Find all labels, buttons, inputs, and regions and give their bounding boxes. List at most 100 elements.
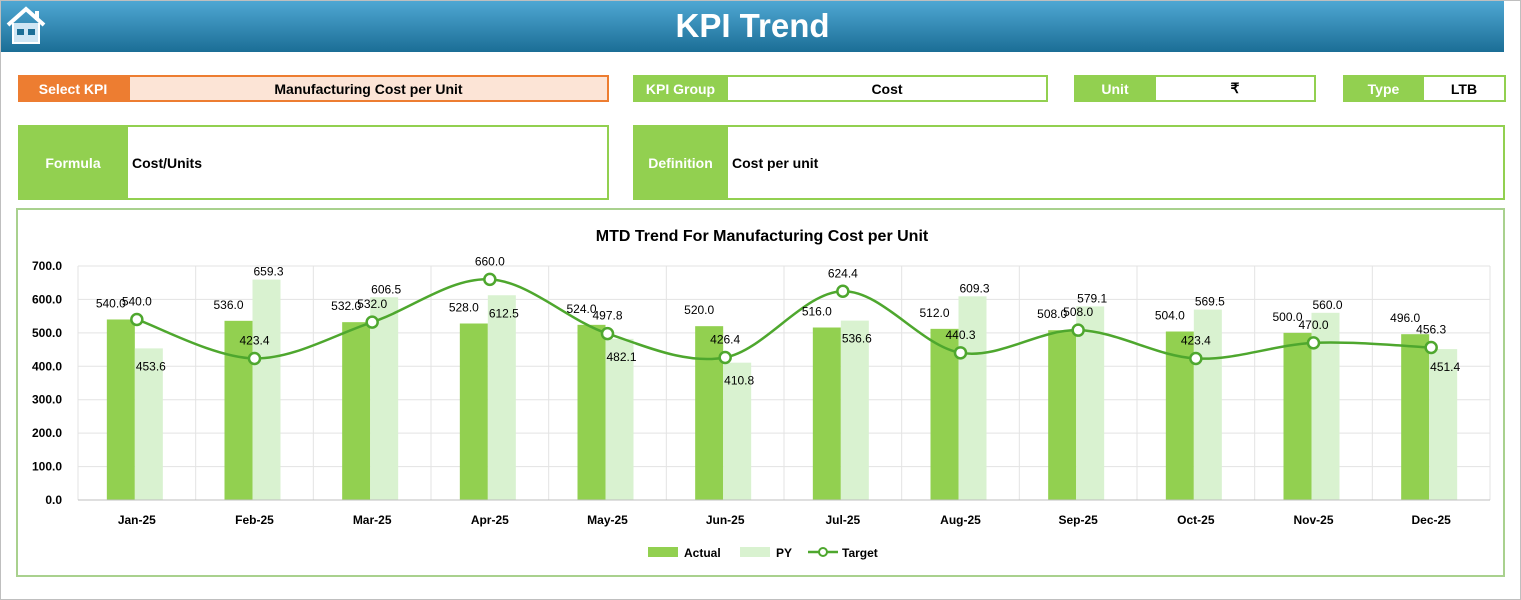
bar-py (840, 320, 869, 500)
page-title: KPI Trend (675, 7, 830, 44)
type-value: LTB (1422, 75, 1506, 102)
data-label-target: 532.0 (357, 297, 387, 311)
data-label-actual: 520.0 (684, 303, 714, 317)
target-marker (130, 312, 144, 327)
bar-actual (106, 319, 135, 500)
target-marker (365, 315, 379, 329)
data-label-actual: 532.0 (331, 299, 361, 313)
chart-title: MTD Trend For Manufacturing Cost per Uni… (596, 228, 929, 245)
data-label-target: 426.4 (710, 332, 740, 346)
bar-py (723, 362, 752, 500)
legend-marker-target (818, 547, 828, 557)
legend-label-py: PY (776, 546, 792, 560)
data-label-actual: 512.0 (919, 306, 949, 320)
bar-py (487, 295, 516, 500)
data-label-target: 660.0 (475, 254, 505, 268)
data-label-target: 456.3 (1416, 322, 1446, 336)
bar-py (370, 297, 399, 500)
definition-label: Definition (633, 125, 728, 200)
x-tick-label: Jul-25 (825, 513, 860, 527)
data-label-target: 540.0 (122, 294, 152, 308)
data-label-target: 624.4 (828, 266, 858, 280)
x-tick-label: Mar-25 (353, 513, 392, 527)
data-label-py: 453.6 (136, 359, 166, 373)
target-marker (718, 350, 732, 365)
data-label-actual: 504.0 (1155, 309, 1185, 323)
bar-actual (1165, 331, 1194, 500)
data-label-py: 569.5 (1195, 295, 1225, 309)
data-label-target: 497.8 (592, 309, 622, 323)
data-label-actual: 528.0 (449, 300, 479, 314)
data-label-py: 451.4 (1430, 360, 1460, 374)
bar-actual (1048, 330, 1077, 500)
kpi-group-value: Cost (726, 75, 1048, 102)
y-tick-label: 600.0 (32, 292, 62, 306)
bar-py (1193, 309, 1222, 500)
bar-py (134, 348, 163, 500)
data-label-py: 579.1 (1077, 291, 1107, 305)
bar-actual (1283, 332, 1312, 500)
x-tick-label: Apr-25 (471, 513, 509, 527)
home-icon[interactable] (5, 5, 47, 45)
formula-label: Formula (18, 125, 128, 200)
data-label-target: 423.4 (239, 333, 269, 347)
bar-actual (459, 323, 488, 500)
data-label-actual: 496.0 (1390, 311, 1420, 325)
data-label-actual: 540.0 (96, 296, 126, 310)
select-kpi-dropdown[interactable]: Manufacturing Cost per Unit (128, 75, 609, 102)
data-label-py: 536.6 (842, 332, 872, 346)
bar-actual (812, 327, 841, 500)
target-marker (1189, 351, 1203, 366)
bar-py (958, 296, 987, 500)
bar-actual (1401, 334, 1430, 500)
data-label-py: 606.5 (371, 282, 401, 296)
x-tick-label: Feb-25 (235, 513, 274, 527)
data-label-py: 612.5 (489, 306, 519, 320)
target-marker (1306, 336, 1321, 350)
bar-py (252, 279, 281, 500)
chart-panel (16, 208, 1505, 577)
data-label-py: 609.3 (959, 281, 989, 295)
x-tick-label: May-25 (587, 513, 628, 527)
y-tick-label: 300.0 (32, 393, 62, 407)
x-tick-label: Jun-25 (706, 513, 745, 527)
definition-value: Cost per unit (726, 125, 1505, 200)
data-label-py: 410.8 (724, 374, 754, 388)
data-label-actual: 524.0 (566, 302, 596, 316)
legend-label-target: Target (842, 546, 878, 560)
y-tick-label: 700.0 (32, 259, 62, 273)
unit-value: ₹ (1154, 75, 1316, 102)
x-tick-label: Dec-25 (1411, 513, 1451, 527)
formula-value: Cost/Units (126, 125, 609, 200)
data-label-target: 440.3 (945, 328, 975, 342)
data-label-target: 508.0 (1063, 305, 1093, 319)
y-tick-label: 200.0 (32, 426, 62, 440)
data-label-py: 560.0 (1312, 298, 1342, 312)
target-marker (836, 284, 850, 299)
bar-py (605, 338, 634, 500)
data-label-target: 423.4 (1181, 333, 1211, 347)
bar-actual (342, 322, 371, 500)
data-label-actual: 536.0 (213, 298, 243, 312)
target-marker (953, 346, 968, 360)
data-label-actual: 508.0 (1037, 307, 1067, 321)
y-tick-label: 400.0 (32, 359, 62, 373)
x-tick-label: Oct-25 (1177, 513, 1215, 527)
y-tick-label: 100.0 (32, 460, 62, 474)
bar-py (1076, 306, 1105, 500)
bar-actual (695, 326, 724, 500)
legend-swatch-py (740, 547, 770, 557)
data-label-actual: 500.0 (1272, 310, 1302, 324)
target-marker (1424, 340, 1438, 355)
header-bar: KPI Trend (1, 1, 1504, 52)
x-tick-label: Aug-25 (940, 513, 981, 527)
bar-py (1429, 349, 1458, 500)
y-tick-label: 500.0 (32, 326, 62, 340)
bar-actual (930, 328, 959, 500)
bar-actual (577, 324, 606, 500)
y-tick-label: 0.0 (45, 493, 62, 507)
x-tick-label: Sep-25 (1058, 513, 1098, 527)
x-tick-label: Jan-25 (118, 513, 156, 527)
kpi-group-label: KPI Group (633, 75, 728, 102)
